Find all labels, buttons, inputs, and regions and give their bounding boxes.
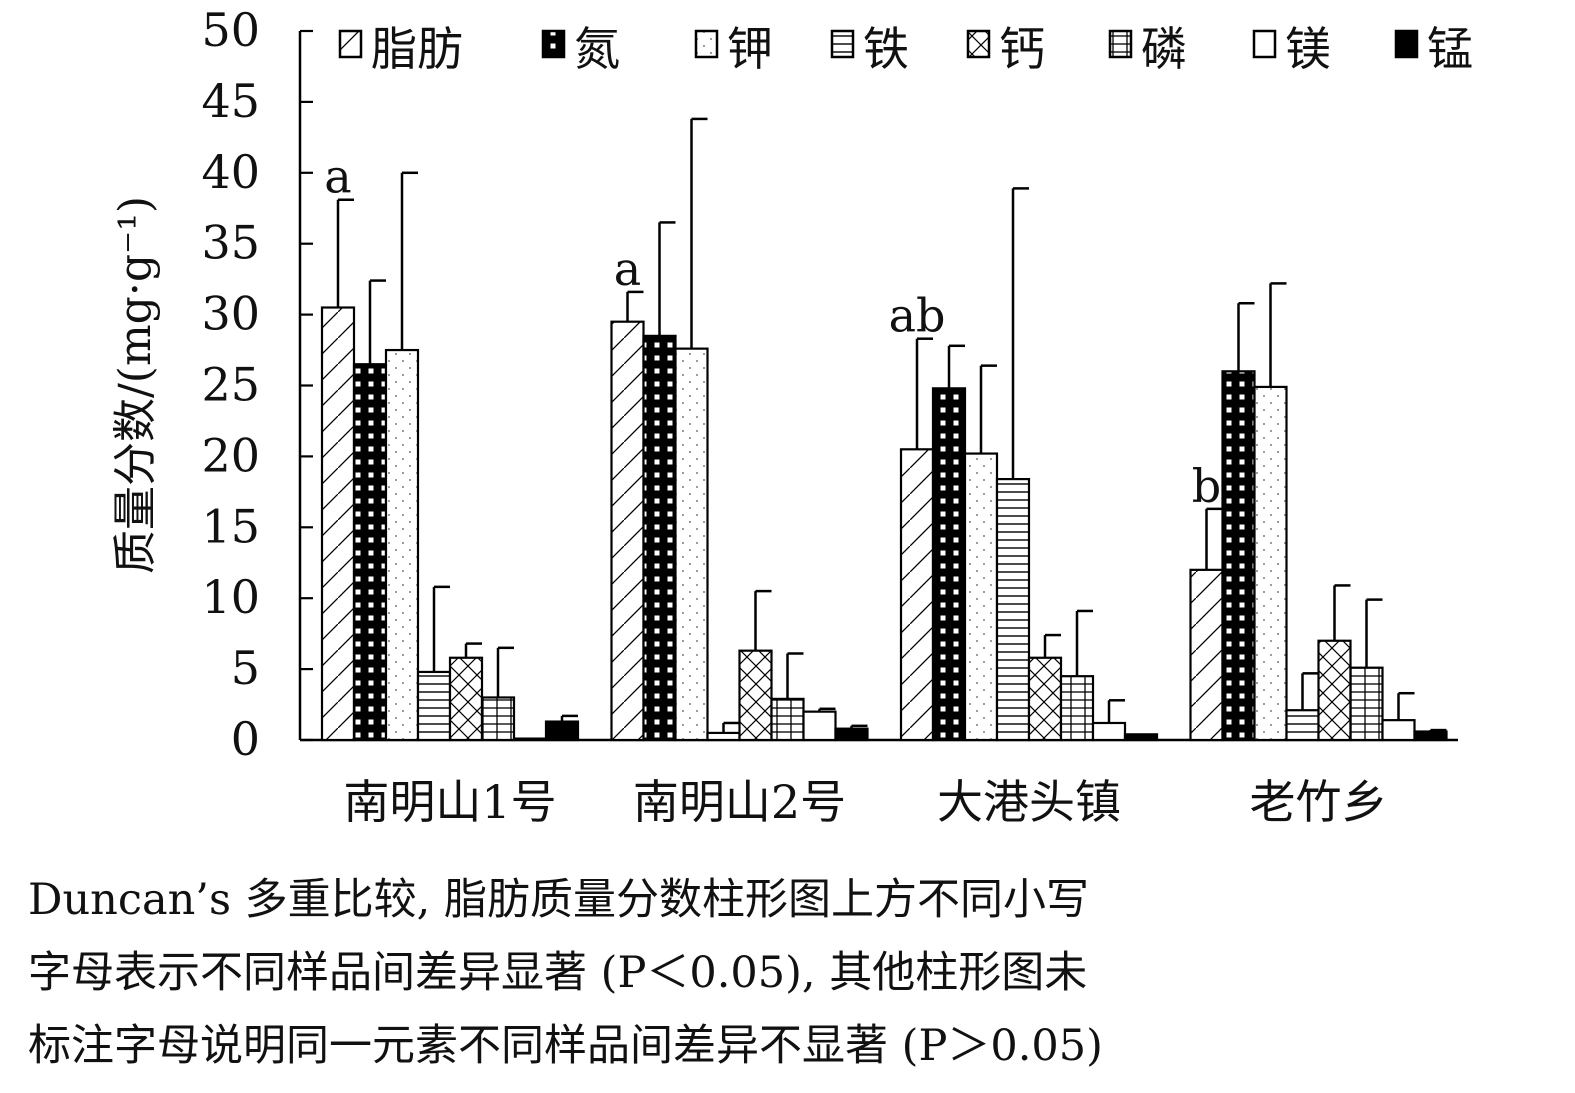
bar-dark-grid bbox=[1221, 370, 1256, 742]
legend-item: 锰 bbox=[1394, 22, 1473, 76]
bar-dotted bbox=[384, 348, 420, 742]
bar-grid bbox=[480, 696, 516, 742]
y-tick-label: 40 bbox=[201, 145, 260, 199]
bar-horizontal bbox=[416, 670, 452, 742]
y-tick-label: 5 bbox=[231, 641, 260, 695]
significance-letter: a bbox=[324, 150, 351, 204]
legend-label: 镁 bbox=[1285, 22, 1331, 76]
caption-line-1: Duncan’s 多重比较, 脂肪质量分数柱形图上方不同小写 bbox=[28, 875, 1090, 925]
bar-solid bbox=[1123, 733, 1159, 742]
bar-crosshatch bbox=[738, 649, 773, 742]
caption-line-2: 字母表示不同样品间差异显著 (P＜0.05), 其他柱形图未 bbox=[28, 948, 1088, 998]
bar-grid bbox=[1059, 675, 1095, 742]
legend-swatch bbox=[1108, 29, 1133, 59]
y-tick-label: 45 bbox=[201, 74, 260, 128]
y-tick-label: 50 bbox=[201, 3, 260, 57]
y-tick-label: 30 bbox=[201, 287, 260, 341]
x-category-label: 老竹乡 bbox=[1250, 775, 1388, 829]
y-axis-label: 质量分数/(mg·g⁻¹) bbox=[110, 196, 161, 574]
bar-dark-grid bbox=[642, 334, 677, 742]
bar-diagonal bbox=[899, 448, 935, 742]
legend-label: 氮 bbox=[574, 22, 620, 76]
y-tick-label: 10 bbox=[201, 570, 260, 624]
y-tick-label: 25 bbox=[201, 358, 260, 412]
legend-item: 磷 bbox=[1108, 22, 1187, 76]
x-category-label: 南明山2号 bbox=[633, 775, 846, 829]
bar-grid bbox=[770, 697, 805, 742]
y-tick-label: 35 bbox=[201, 216, 260, 270]
bar-horizontal bbox=[706, 731, 741, 742]
legend-swatch bbox=[1252, 29, 1277, 59]
x-category-label: 大港头镇 bbox=[937, 775, 1121, 829]
legend-label: 钙 bbox=[999, 22, 1045, 76]
legend-swatch bbox=[830, 29, 855, 59]
significance-letter: b bbox=[1192, 459, 1221, 513]
bar-diagonal bbox=[1189, 568, 1224, 742]
bar-chart: 质量分数/(mg·g⁻¹) 0 5 10 15 20 25 30 35 40 45 50 南明山1号… bbox=[110, 3, 1473, 829]
bar-grid bbox=[1349, 666, 1384, 742]
significance-letter: ab bbox=[889, 289, 946, 343]
legend-label: 磷 bbox=[1141, 22, 1187, 76]
legend-label: 钾 bbox=[727, 22, 773, 76]
bar-solid bbox=[1413, 730, 1448, 742]
y-tick-label: 20 bbox=[201, 428, 260, 482]
legend-swatch bbox=[694, 29, 719, 59]
significance-letter: a bbox=[614, 242, 641, 296]
bar-solid bbox=[544, 720, 580, 742]
bar-dark-grid bbox=[352, 363, 388, 742]
legend-item: 钙 bbox=[966, 22, 1045, 76]
legend-swatch bbox=[541, 29, 566, 59]
bar-empty bbox=[512, 737, 548, 742]
bar-dotted bbox=[1253, 385, 1288, 742]
bar-dark-grid bbox=[931, 387, 967, 742]
legend-label: 锰 bbox=[1427, 22, 1473, 76]
bar-diagonal bbox=[320, 306, 356, 742]
bar-crosshatch bbox=[1027, 656, 1063, 742]
legend-item: 脂肪 bbox=[338, 22, 463, 76]
legend-swatch bbox=[1394, 29, 1419, 59]
figure-caption: Duncan’s 多重比较, 脂肪质量分数柱形图上方不同小写 字母表示不同样品间… bbox=[28, 864, 1558, 1083]
bar-horizontal bbox=[995, 477, 1031, 742]
bar-dotted bbox=[674, 347, 709, 742]
legend-item: 氮 bbox=[541, 22, 620, 76]
legend-swatch bbox=[338, 29, 363, 59]
bar-empty bbox=[1091, 721, 1127, 742]
caption-line-3: 标注字母说明同一元素不同样品间差异不显著 (P＞0.05) bbox=[28, 1021, 1103, 1071]
legend-label: 脂肪 bbox=[371, 22, 463, 76]
bar-horizontal bbox=[1285, 709, 1320, 742]
bar-diagonal bbox=[610, 320, 645, 742]
x-category-label: 南明山1号 bbox=[343, 775, 556, 829]
legend-swatch bbox=[966, 29, 991, 59]
legend-item: 钾 bbox=[694, 22, 773, 76]
bar-solid bbox=[834, 727, 869, 742]
bar-empty bbox=[1381, 719, 1416, 742]
y-tick-label: 15 bbox=[201, 499, 260, 553]
bar-dotted bbox=[963, 452, 999, 742]
bar-crosshatch bbox=[1317, 639, 1352, 742]
y-tick-label: 0 bbox=[231, 712, 260, 766]
legend-item: 镁 bbox=[1252, 22, 1331, 76]
legend-label: 铁 bbox=[863, 22, 909, 76]
legend-item: 铁 bbox=[830, 22, 909, 76]
bar-crosshatch bbox=[448, 656, 484, 742]
bar-empty bbox=[802, 710, 837, 742]
legend: 脂肪 氮 钾 铁 钙 磷 镁 锰 bbox=[338, 22, 1473, 76]
